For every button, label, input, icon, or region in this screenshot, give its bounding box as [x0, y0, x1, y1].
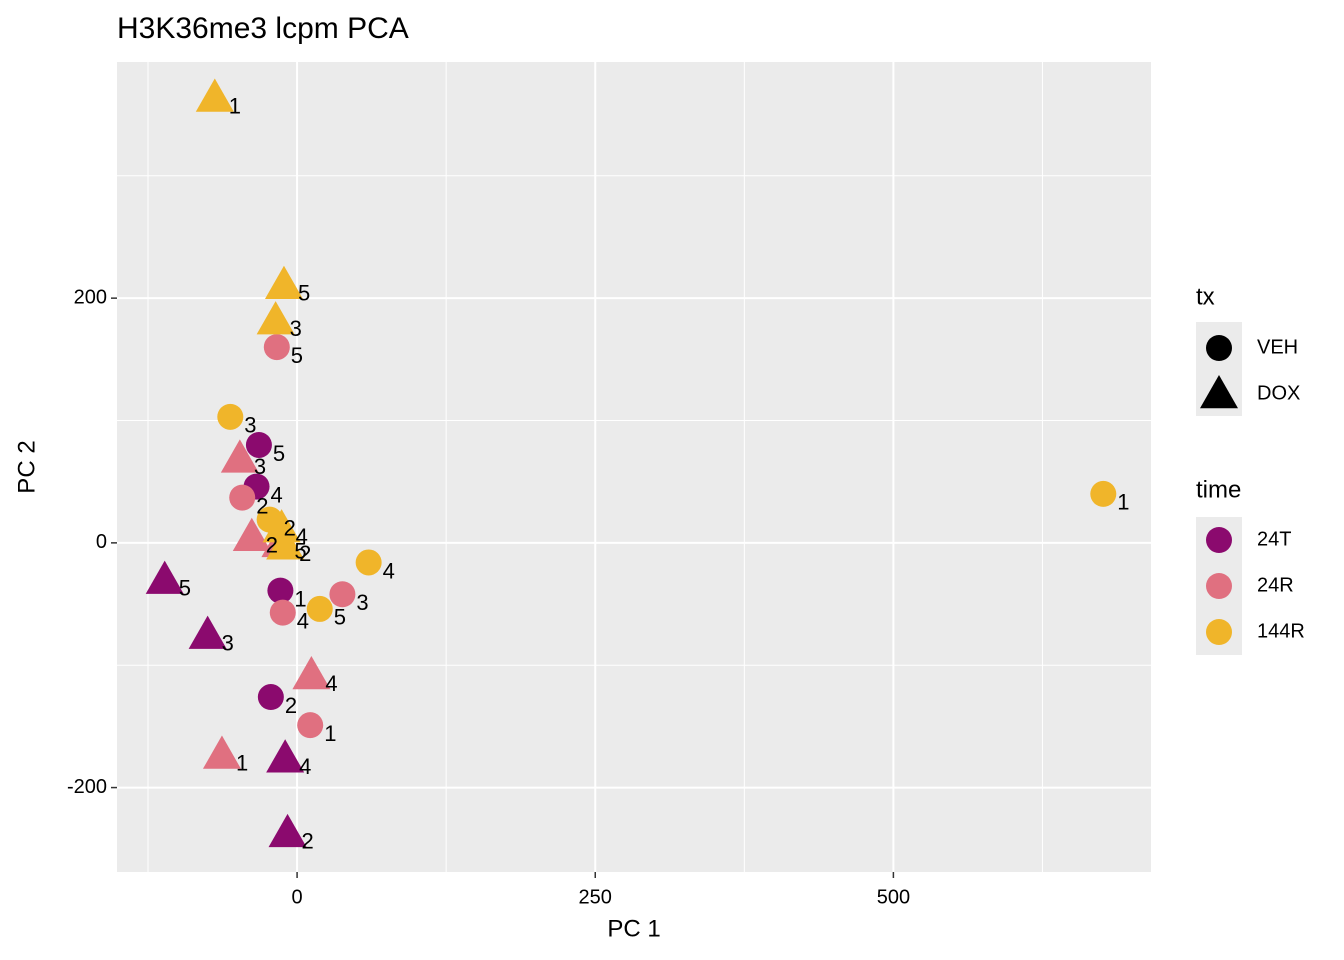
point-label: 2	[285, 693, 297, 718]
point	[329, 581, 356, 608]
legend-key	[1206, 619, 1232, 645]
y-tick-label: -200	[67, 776, 107, 798]
chart-title: H3K36me3 lcpm PCA	[117, 12, 409, 45]
point	[202, 735, 241, 769]
point	[1090, 480, 1117, 507]
point-label: 5	[291, 343, 303, 368]
point	[264, 265, 303, 299]
point-label: 2	[266, 533, 278, 558]
point	[306, 595, 333, 622]
legend-label: 144R	[1257, 620, 1305, 642]
point	[220, 439, 259, 473]
point	[262, 509, 301, 543]
legend-label: 24T	[1257, 528, 1291, 550]
point-label: 1	[294, 586, 306, 611]
y-tick-label: 0	[96, 531, 107, 553]
x-tick-label: 250	[579, 886, 612, 908]
point	[263, 334, 290, 361]
point-label: 4	[383, 558, 395, 583]
point-label: 2	[299, 541, 311, 566]
point-label: 3	[356, 590, 368, 615]
legend-label: DOX	[1257, 382, 1300, 404]
point	[355, 549, 382, 576]
point-label: 1	[1117, 490, 1129, 515]
point-label: 3	[244, 413, 256, 438]
point-label: 5	[334, 605, 346, 630]
point-label: 4	[299, 754, 311, 779]
point-label: 5	[273, 441, 285, 466]
point	[292, 656, 331, 690]
point-label: 1	[324, 721, 336, 746]
x-axis-label: PC 1	[607, 915, 660, 942]
point-label: 5	[294, 539, 306, 564]
legend-title: tx	[1196, 283, 1215, 310]
point-label: 1	[229, 93, 241, 118]
point-label: 4	[325, 671, 337, 696]
point-label: 2	[284, 515, 296, 540]
point	[269, 599, 296, 626]
point-label: 3	[222, 630, 234, 655]
point	[256, 301, 295, 335]
point	[145, 560, 184, 594]
point-label: 4	[271, 482, 283, 507]
point-label: 4	[297, 608, 309, 633]
point-label: 5	[298, 281, 310, 306]
point-label: 3	[290, 316, 302, 341]
legend-title: time	[1196, 476, 1241, 503]
point	[245, 431, 272, 458]
point	[268, 813, 307, 848]
panel	[117, 62, 1151, 872]
point	[232, 517, 271, 551]
legend-key	[1206, 573, 1232, 599]
point-label: 2	[302, 829, 314, 854]
legend-label: VEH	[1257, 336, 1298, 358]
point	[266, 739, 305, 773]
point-label: 1	[236, 750, 248, 775]
x-tick-label: 500	[877, 886, 910, 908]
point	[188, 615, 227, 649]
point-label: 5	[179, 575, 191, 600]
legend-key	[1206, 335, 1232, 361]
point	[267, 577, 294, 604]
point-label: 3	[254, 454, 266, 479]
legend-key	[1206, 527, 1232, 553]
point-label: 2	[256, 493, 268, 518]
point	[266, 526, 305, 560]
point	[195, 78, 234, 112]
point	[297, 712, 324, 739]
point-label: 4	[296, 524, 308, 549]
x-tick-label: 0	[292, 886, 303, 908]
point	[217, 403, 244, 430]
y-tick-label: 200	[74, 286, 107, 308]
legend-label: 24R	[1257, 574, 1294, 596]
point	[229, 484, 256, 511]
y-axis-label: PC 2	[13, 440, 40, 493]
legend-key	[1200, 375, 1238, 409]
point	[257, 684, 284, 711]
